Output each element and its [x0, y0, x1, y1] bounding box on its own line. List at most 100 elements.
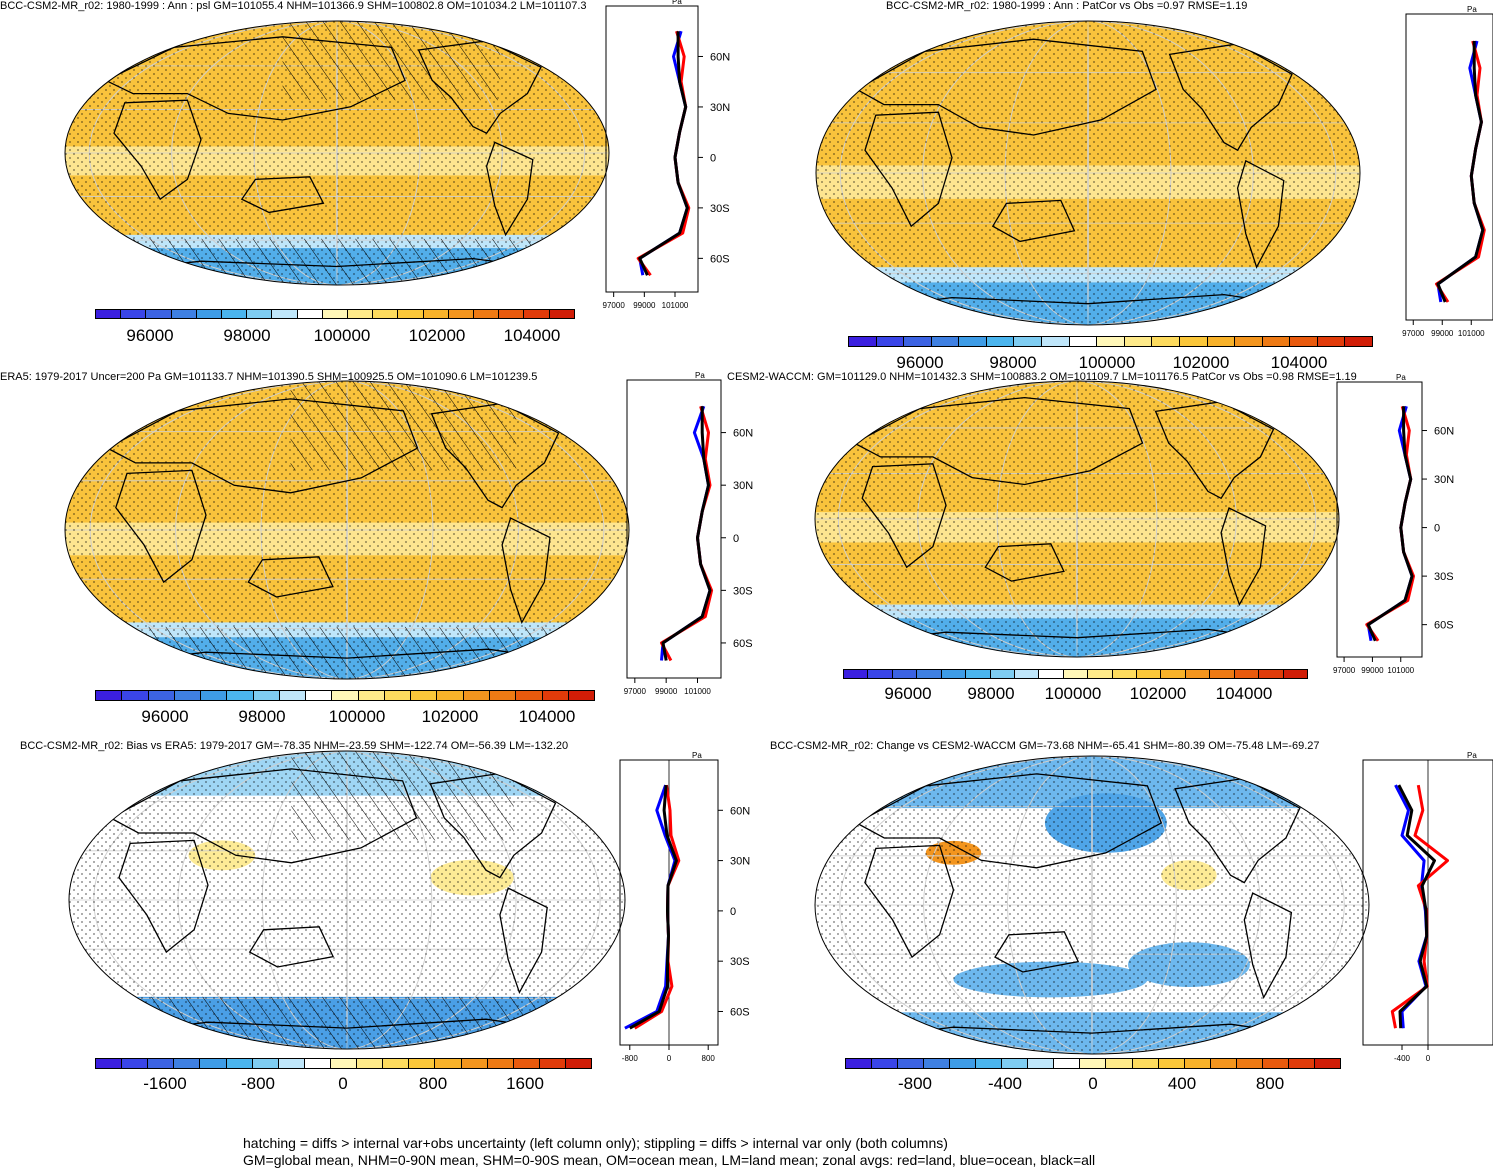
zonal-xtick-label: -800	[622, 1054, 639, 1063]
zonal-average-panel-3: Pa 60N 30N 0 30S 60S 97000 99000 101000	[624, 371, 754, 696]
zonal-land-line	[1435, 40, 1486, 303]
coastline	[1154, 401, 1275, 500]
colorbar-swatch	[872, 1059, 899, 1068]
colorbar-swatch	[898, 1059, 925, 1068]
zonal-ytick-label: 0	[733, 533, 739, 545]
zonal-ytick-label: 0	[730, 906, 736, 918]
zonal-xtick-label: 101000	[1458, 329, 1485, 338]
colorbar-swatch	[171, 310, 197, 318]
colorbar-3	[95, 690, 595, 701]
coastline	[248, 926, 335, 968]
colorbar-swatch	[1088, 670, 1113, 678]
zonal-ytick-label: 0	[1434, 523, 1440, 535]
colorbar-swatch	[196, 310, 223, 318]
colorbar-swatch	[1097, 337, 1125, 346]
coastline	[984, 543, 1065, 582]
colorbar-swatch	[1137, 670, 1162, 678]
colorbar-swatch	[1028, 1059, 1055, 1068]
colorbar-swatch	[1039, 670, 1064, 678]
hatching-overlay	[65, 626, 629, 679]
coastline	[115, 469, 207, 584]
colorbar-swatch	[1014, 670, 1040, 678]
panel-title-1: BCC-CSM2-MR_r02: 1980-1999 : Ann : psl G…	[0, 0, 587, 12]
colorbar-swatch	[959, 337, 987, 346]
map-border	[815, 20, 1361, 326]
zonal-ytick-label: 60N	[730, 805, 750, 817]
colorbar-swatch	[200, 1059, 227, 1068]
stippling-overlay	[815, 756, 1369, 1054]
colorbar-swatch	[1179, 337, 1208, 346]
coastline	[104, 36, 406, 121]
coastline	[1168, 43, 1293, 152]
zonal-axes-box	[626, 379, 722, 679]
colorbar-swatch	[272, 310, 298, 318]
zonal-average-panel-5: Pa 60N 30N 0 30S 60S -800 0 800	[619, 751, 750, 1063]
zonal-ytick-label: 60S	[710, 253, 730, 265]
colorbar-swatch	[868, 670, 893, 678]
colorbar-tick-label: 102000	[421, 707, 479, 726]
zonal-unit-label: Pa	[1396, 373, 1406, 382]
colorbar-swatch	[252, 1059, 279, 1068]
zonal-xtick-label: -400	[1394, 1054, 1411, 1063]
map-border	[814, 380, 1340, 658]
colorbar-swatch	[332, 691, 359, 700]
hatching-overlay	[290, 381, 517, 471]
coastline	[855, 773, 1163, 869]
zonal-ytick-label: 30N	[733, 480, 753, 492]
colorbar-swatch	[411, 691, 438, 700]
zonal-xtick-label: 0	[1426, 1054, 1431, 1063]
zonal-unit-label: Pa	[1467, 751, 1477, 760]
colorbar-swatch	[513, 1059, 540, 1068]
colorbar-swatch	[304, 1059, 331, 1068]
map-border	[814, 755, 1370, 1055]
colorbar-swatch	[849, 337, 877, 346]
zonal-all-line	[638, 31, 689, 276]
colorbar-1	[95, 309, 575, 319]
colorbar-swatch	[1262, 1059, 1289, 1068]
colorbar-swatch	[549, 310, 574, 318]
colorbar-swatch	[423, 310, 449, 318]
coastline	[113, 99, 202, 201]
coastline	[118, 839, 209, 954]
colorbar-swatch	[227, 691, 254, 700]
colorbar-swatch	[330, 1059, 358, 1068]
zonal-average-panel-6: Pa603003060-4000	[1362, 751, 1493, 1063]
panel-title-6: BCC-CSM2-MR_r02: Change vs CESM2-WACCM G…	[770, 740, 1320, 752]
colorbar-swatch	[226, 1059, 253, 1068]
colorbar-tick-label: 1600	[506, 1074, 544, 1093]
colorbar-swatch	[986, 337, 1015, 346]
colorbar-swatch	[96, 691, 123, 700]
colorbar-swatch	[247, 310, 273, 318]
coastline	[501, 517, 551, 624]
panel-title-4: CESM2-WACCM: GM=101129.0 NHM=101432.3 SH…	[727, 371, 1357, 383]
zonal-xtick-label: 99000	[1361, 666, 1384, 675]
colorbar-swatch	[383, 1059, 410, 1068]
colorbar-swatch	[1236, 1059, 1263, 1068]
map-panel-4	[814, 380, 1340, 658]
zonal-ytick-label: 30S	[733, 585, 753, 597]
zonal-xtick-label: 101000	[1387, 666, 1414, 675]
colorbar-swatch	[487, 1059, 514, 1068]
colorbar-swatch	[489, 691, 517, 700]
zonal-xtick-label: 0	[667, 1054, 672, 1063]
zonal-ytick-label: 60S	[733, 638, 753, 650]
colorbar-swatch	[542, 691, 569, 700]
zonal-xtick-label: 101000	[662, 301, 689, 310]
colorbar-swatch	[1235, 337, 1263, 346]
zonal-land-line	[1365, 405, 1415, 642]
coastline	[109, 768, 418, 864]
colorbar-tick-label: 102000	[1129, 684, 1187, 703]
map-border	[64, 380, 630, 680]
map-panel-2	[815, 20, 1361, 326]
colorbar-swatch	[568, 691, 595, 700]
zonal-unit-label: Pa	[692, 751, 702, 760]
zonal-axes-box	[1405, 13, 1493, 321]
coastline	[240, 176, 325, 214]
colorbar-swatch	[1262, 337, 1291, 346]
colorbar-swatch	[409, 1059, 436, 1068]
colorbar-swatch	[297, 310, 323, 318]
colorbar-swatch	[1014, 337, 1043, 346]
panel-title-3: ERA5: 1979-2017 Uncer=200 Pa GM=101133.7…	[0, 371, 538, 383]
colorbar-swatch	[976, 1059, 1003, 1068]
colorbar-tick-label: 800	[418, 1074, 448, 1093]
